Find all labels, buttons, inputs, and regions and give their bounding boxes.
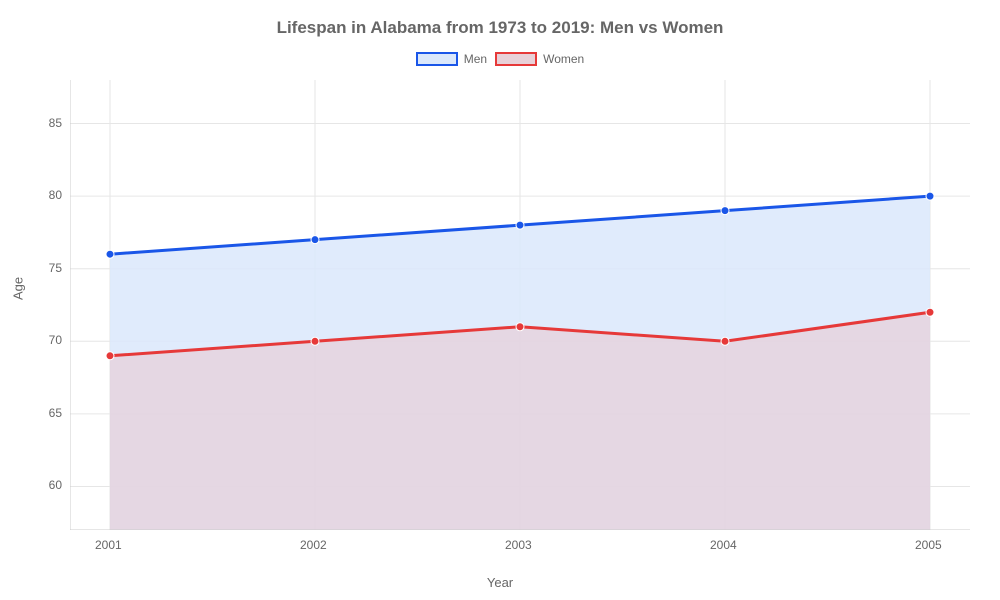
legend-label-women: Women [543, 52, 584, 66]
y-tick-label: 70 [49, 333, 62, 347]
legend-label-men: Men [464, 52, 487, 66]
x-tick-label: 2002 [300, 538, 327, 552]
x-axis-title: Year [0, 575, 1000, 590]
y-tick-label: 80 [49, 188, 62, 202]
x-tick-label: 2003 [505, 538, 532, 552]
y-tick-label: 75 [49, 261, 62, 275]
legend-item-women[interactable]: Women [495, 52, 584, 66]
legend: Men Women [0, 52, 1000, 66]
x-tick-label: 2004 [710, 538, 737, 552]
y-tick-label: 60 [49, 478, 62, 492]
plot-area [70, 80, 970, 530]
legend-swatch-women [495, 52, 537, 66]
plot-svg [70, 80, 970, 530]
x-tick-label: 2001 [95, 538, 122, 552]
y-tick-label: 85 [49, 116, 62, 130]
chart-title: Lifespan in Alabama from 1973 to 2019: M… [0, 18, 1000, 38]
y-axis-title: Age [11, 277, 26, 300]
legend-item-men[interactable]: Men [416, 52, 487, 66]
chart-container: Lifespan in Alabama from 1973 to 2019: M… [0, 0, 1000, 600]
y-tick-label: 65 [49, 406, 62, 420]
x-tick-label: 2005 [915, 538, 942, 552]
legend-swatch-men [416, 52, 458, 66]
